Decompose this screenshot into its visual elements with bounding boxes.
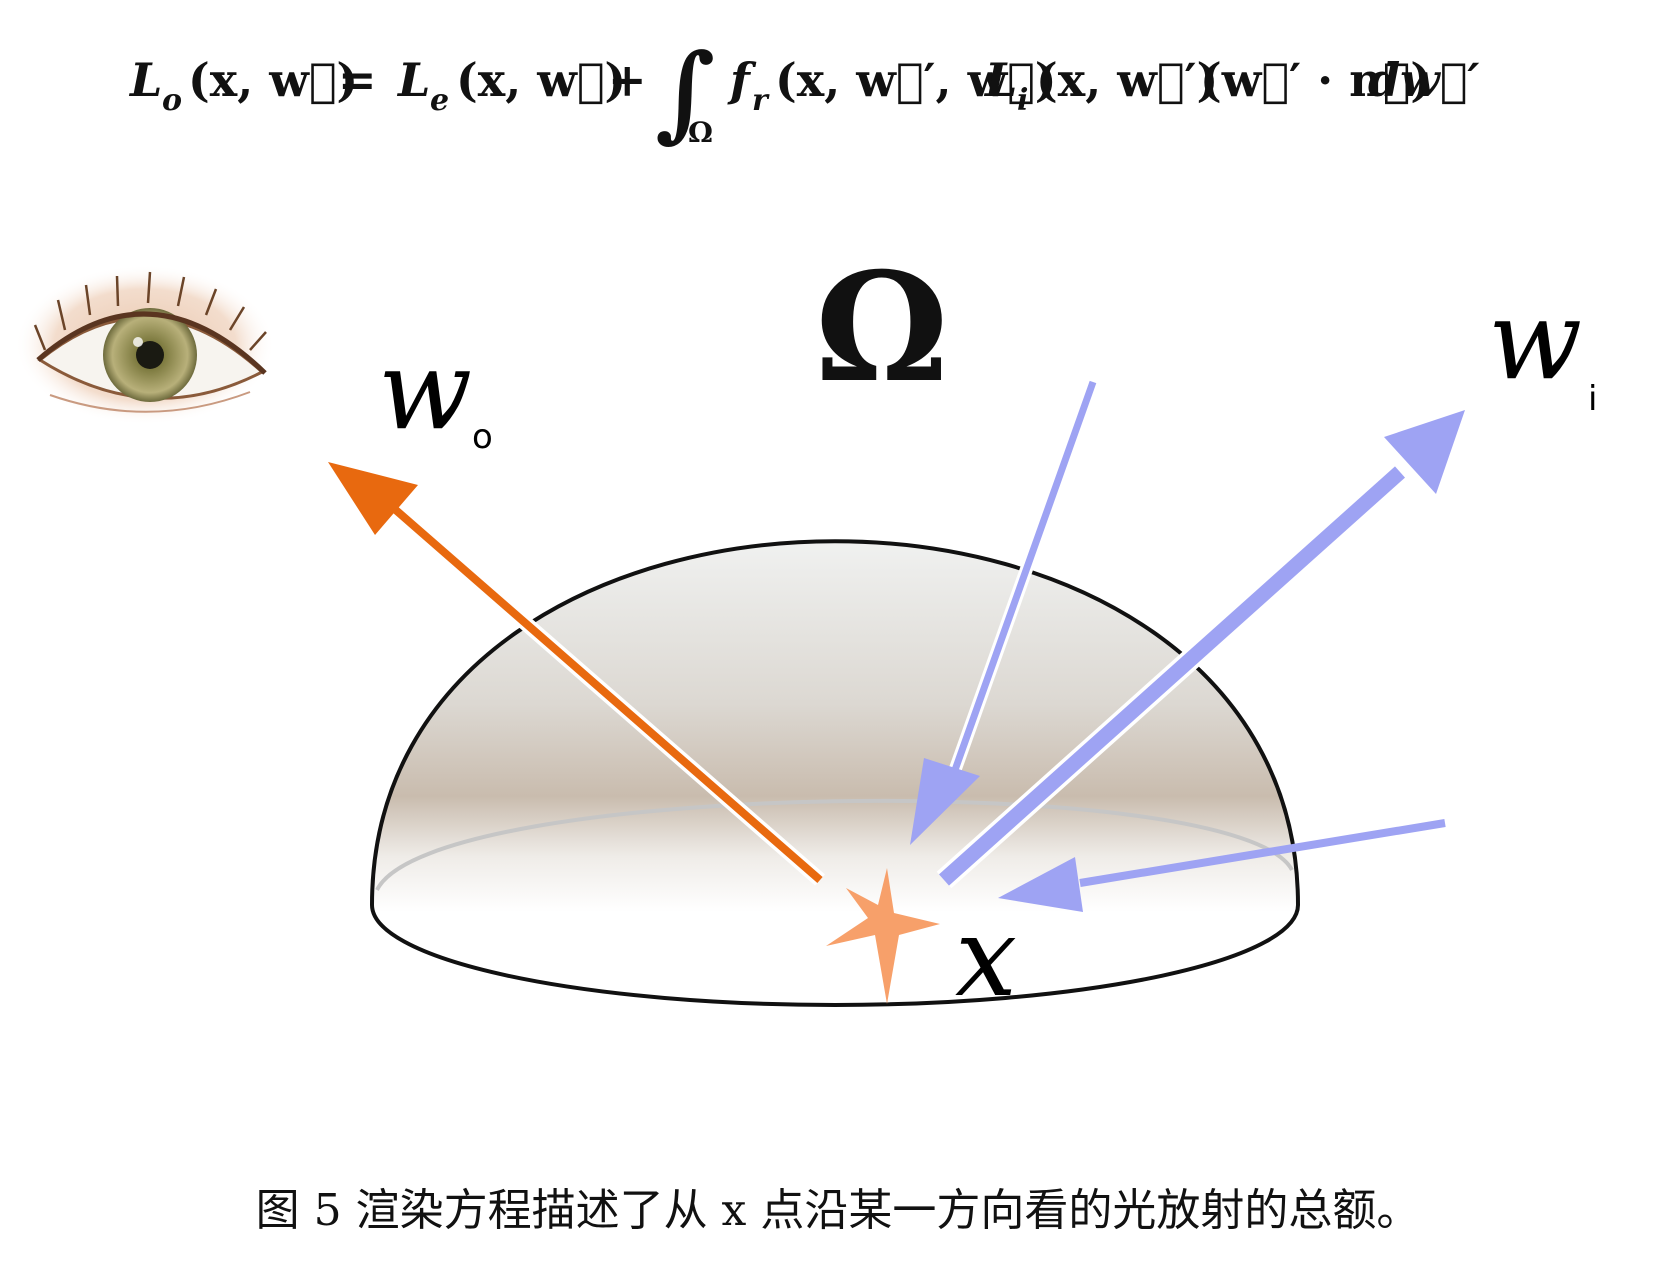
incoming-radiance-symbol: L [983,53,1017,107]
equals-sign: = [338,53,377,107]
lhs-arguments: (x, w⃗) [188,53,358,107]
incoming-arrow-top [910,379,1100,845]
star-icon [826,868,940,1004]
integral-sign: ∫ [655,30,715,153]
incoming-direction-label: w [1488,276,1582,404]
brdf-subscript: r [752,83,770,118]
incoming-direction-subscript: i [1588,379,1597,419]
brdf-arguments: (x, w⃗′, w⃗) [775,53,1057,107]
incoming-radiance-arguments: (x, w⃗′) [1036,53,1218,107]
point-x-label: x [955,893,1017,1021]
outgoing-direction-arrow [328,462,825,886]
rendering-equation: L o (x, w⃗) = L e (x, w⃗) + ∫ Ω f r (x, … [128,30,1480,153]
integral-domain: Ω [688,116,713,149]
lhs-subscript: o [162,83,182,118]
emitted-arguments: (x, w⃗) [456,53,626,107]
outgoing-direction-label: w [378,326,472,454]
outgoing-direction-subscript: o [472,417,493,457]
eye-icon [15,265,275,425]
hemisphere-outline [369,539,1301,1007]
lhs-symbol: L [128,53,162,107]
omega-label: Ω [815,240,949,416]
emitted-subscript: e [430,83,449,118]
figure-caption: 图 5 渲染方程描述了从 x 点沿某一方向看的光放射的总额。 [256,1185,1421,1236]
hemisphere-rim [375,798,1294,891]
incoming-arrow-side [998,819,1446,912]
cosine-term: (w⃗′ · n⃗) [1200,53,1432,107]
plus-sign: + [608,53,647,107]
incoming-radiance-subscript: i [1017,83,1028,118]
differential-solid-angle: dw⃗′ [1368,53,1480,107]
incoming-direction-arrow [936,410,1465,889]
emitted-symbol: L [396,53,430,107]
